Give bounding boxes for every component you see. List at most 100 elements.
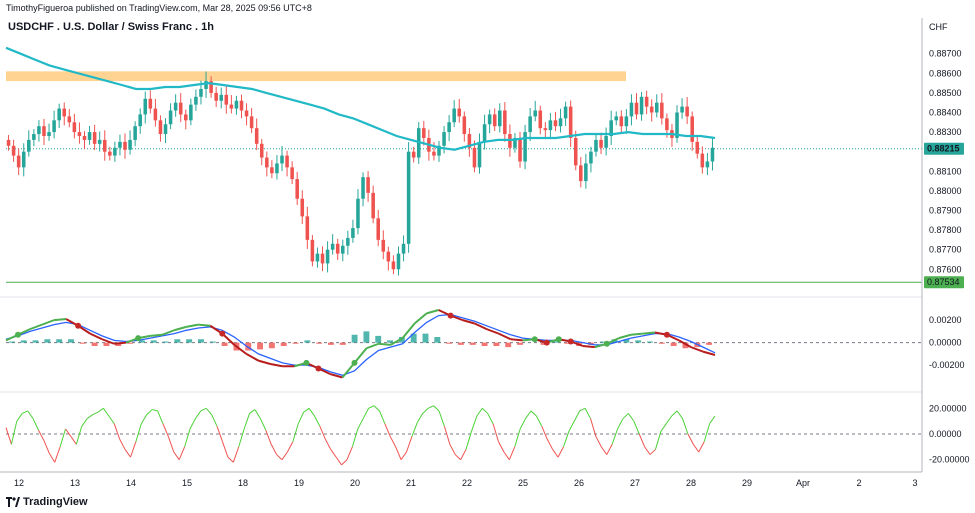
oscillator-segment [644, 446, 651, 455]
candle-body [482, 124, 487, 142]
oscillator-segment [514, 428, 521, 448]
oscillator-segment [373, 405, 380, 412]
oscillator-segment [671, 410, 678, 417]
oscillator-segment [22, 410, 28, 414]
oscillator-segment [541, 426, 548, 440]
oscillator-segment [368, 405, 375, 409]
footer[interactable]: TradingView [6, 496, 88, 508]
macd-line-segment [582, 345, 595, 349]
candle-body [614, 116, 619, 121]
oscillator-segment [590, 418, 597, 437]
candle-body [376, 218, 380, 240]
oscillator-segment [465, 431, 472, 450]
oscillator-segment [324, 438, 332, 450]
oscillator-segment [346, 446, 353, 460]
oscillator-segment [270, 444, 278, 455]
price-tick-label: 0.87800 [929, 225, 962, 235]
candle-body [386, 251, 391, 262]
candle-body [346, 237, 350, 246]
candle-body [87, 132, 92, 140]
oscillator-segment [113, 423, 121, 440]
oscillator-segment [265, 429, 272, 445]
candle-body [82, 136, 87, 140]
candle-body [366, 177, 370, 193]
macd-line-segment [173, 325, 187, 332]
time-tick-label: 26 [574, 478, 584, 488]
time-tick-label: Apr [796, 478, 810, 488]
oscillator-segment [416, 413, 424, 423]
oscillator-segment [140, 414, 148, 424]
oscillator-segment [48, 453, 56, 463]
oscillator-segment [579, 407, 586, 412]
candle-body [462, 116, 467, 135]
macd-line-segment [486, 328, 500, 335]
time-tick-label: 27 [630, 478, 640, 488]
oscillator-segment [65, 428, 72, 437]
oscillator-segment [498, 441, 505, 453]
oscillator-segment [249, 409, 256, 414]
macd-line-segment [161, 329, 175, 336]
oscillator-segment [184, 428, 191, 448]
price-tick-label: 0.88100 [929, 166, 962, 176]
macd-line-segment [690, 346, 704, 353]
candle-body [644, 96, 649, 107]
candle-body [624, 116, 629, 127]
macd-line-segment [642, 331, 656, 335]
oscillator-segment [422, 407, 429, 414]
oscillator-segment [389, 436, 397, 448]
candle-body [32, 134, 36, 140]
candle-body [153, 108, 158, 121]
oscillator-segment [411, 422, 418, 437]
oscillator-segment [617, 418, 624, 430]
candle-body [543, 128, 548, 131]
oscillator-segment [254, 409, 261, 419]
candle-body [457, 108, 462, 117]
candle-body [295, 179, 299, 199]
oscillator-segment [552, 449, 559, 458]
candle-body [705, 161, 710, 168]
oscillator-segment [470, 415, 478, 432]
candle-body [401, 243, 406, 254]
candle-body [573, 137, 578, 166]
candle-body [563, 106, 568, 119]
macd-line-segment [258, 359, 271, 365]
candle-body [675, 112, 679, 138]
oscillator-segment [227, 456, 234, 463]
candle-body [371, 192, 375, 219]
oscillator-segment [86, 414, 93, 419]
oscillator-segment [130, 441, 137, 458]
macd-line-segment [390, 337, 404, 346]
candle-body [27, 139, 31, 152]
oscillator-segment [341, 459, 348, 466]
candle-body [67, 116, 72, 123]
candle-body [447, 122, 451, 133]
price-tick-label: 0.88600 [929, 68, 962, 78]
oscillator-segment [357, 418, 364, 430]
macd-line-segment [498, 332, 512, 341]
candle-body [487, 114, 492, 125]
candle-body [492, 114, 497, 127]
candle-body [97, 139, 102, 144]
oscillator-segment [395, 446, 402, 460]
oscillator-segment [43, 440, 50, 454]
macd-tick-label: 0.00200 [929, 315, 962, 325]
oscillator-segment [162, 423, 169, 437]
oscillator-segment [27, 410, 34, 419]
candle-body [173, 102, 178, 111]
macd-line-segment [474, 322, 488, 331]
oscillator-segment [378, 410, 386, 424]
oscillator-segment [259, 418, 267, 431]
candle-body [163, 124, 168, 135]
oscillator-segment [654, 431, 662, 450]
candle-body [396, 253, 401, 270]
macd-line-segment [426, 309, 439, 315]
oscillator-segment [92, 411, 99, 416]
oscillator-pane [5, 405, 922, 466]
time-tick-label: 20 [350, 478, 360, 488]
macd-cross-dot [75, 322, 82, 329]
candle-body [503, 110, 507, 135]
oscillator-tick-label: 20.00000 [929, 403, 967, 413]
oscillator-segment [103, 407, 110, 417]
candle-body [62, 108, 67, 117]
